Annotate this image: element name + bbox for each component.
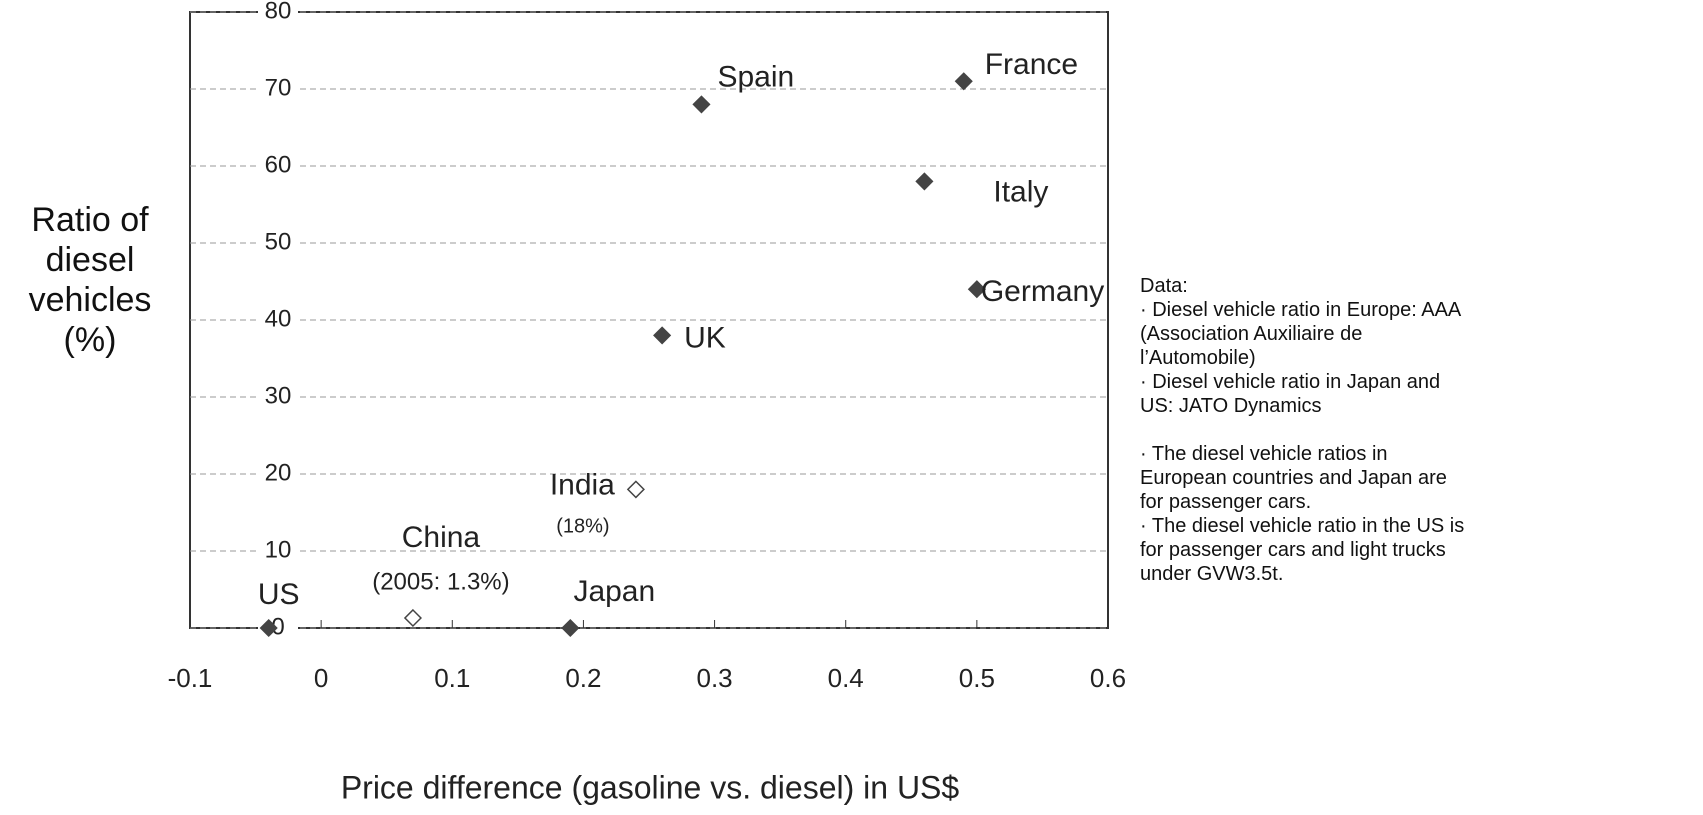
y-axis-label: Ratio of diesel vehicles (%)	[28, 201, 152, 359]
point-label: India	[550, 468, 615, 501]
tick-label-bg	[258, 538, 298, 564]
point	[259, 618, 278, 638]
y-tick-label: 60	[265, 151, 292, 178]
point	[967, 280, 986, 299]
x-tick-label: 0.3	[696, 663, 732, 693]
note-line: · The diesel vehicle ratio in the US is …	[1140, 515, 1465, 585]
point	[692, 95, 711, 114]
point	[954, 72, 973, 91]
point	[915, 172, 934, 191]
point-label: China	[402, 521, 481, 554]
y-tick-label: 40	[265, 305, 292, 332]
point-note: (18%)	[556, 516, 609, 538]
x-tick-label: -0.1	[168, 663, 213, 693]
x-tick-label: 0.2	[565, 663, 601, 693]
point-label: UK	[684, 321, 726, 354]
note-line: · Diesel vehicle ratio in Europe: AAA (A…	[1140, 299, 1461, 369]
tick-label-bg	[258, 230, 298, 256]
tick-label-bg	[258, 76, 298, 102]
y-tick-label: 20	[265, 459, 292, 486]
point-label: Italy	[993, 175, 1048, 208]
y-tick-label: 70	[265, 74, 292, 101]
tick-label-bg	[258, 461, 298, 487]
note-line: · Diesel vehicle ratio in Japan and US: …	[1140, 371, 1441, 417]
y-tick-label: 50	[265, 228, 292, 255]
x-tick-label: 0	[314, 663, 328, 693]
point	[403, 608, 423, 628]
tick-label-bg	[258, 384, 298, 410]
x-axis-label: Price difference (gasoline vs. diesel) i…	[341, 769, 960, 805]
point	[653, 326, 672, 345]
tick-label-bg	[258, 307, 298, 333]
x-tick-label: 0.6	[1090, 663, 1126, 693]
point-label: US	[258, 578, 300, 611]
point-label: Spain	[717, 60, 794, 93]
x-tick-label: 0.1	[434, 663, 470, 693]
point-label: France	[985, 48, 1078, 81]
x-tick-label: 0.5	[959, 663, 995, 693]
y-tick-label: 10	[265, 536, 292, 563]
point	[626, 480, 645, 499]
note-line: Data:	[1140, 275, 1188, 297]
y-tick-label: 80	[265, 0, 292, 24]
y-tick-label: 0	[271, 613, 284, 640]
point-label: Germany	[981, 275, 1104, 308]
x-tick-label: 0.4	[828, 663, 864, 693]
tick-label-bg	[258, 153, 298, 179]
y-tick-label: 30	[265, 382, 292, 409]
note-line: · The diesel vehicle ratios in European …	[1140, 443, 1447, 513]
point	[561, 618, 580, 638]
point-note: (2005: 1.3%)	[372, 568, 509, 595]
point-label: Japan	[573, 575, 655, 608]
tick-label-bg	[258, 0, 298, 25]
notes: Data: · Diesel vehicle ratio in Europe: A…	[1140, 274, 1470, 586]
